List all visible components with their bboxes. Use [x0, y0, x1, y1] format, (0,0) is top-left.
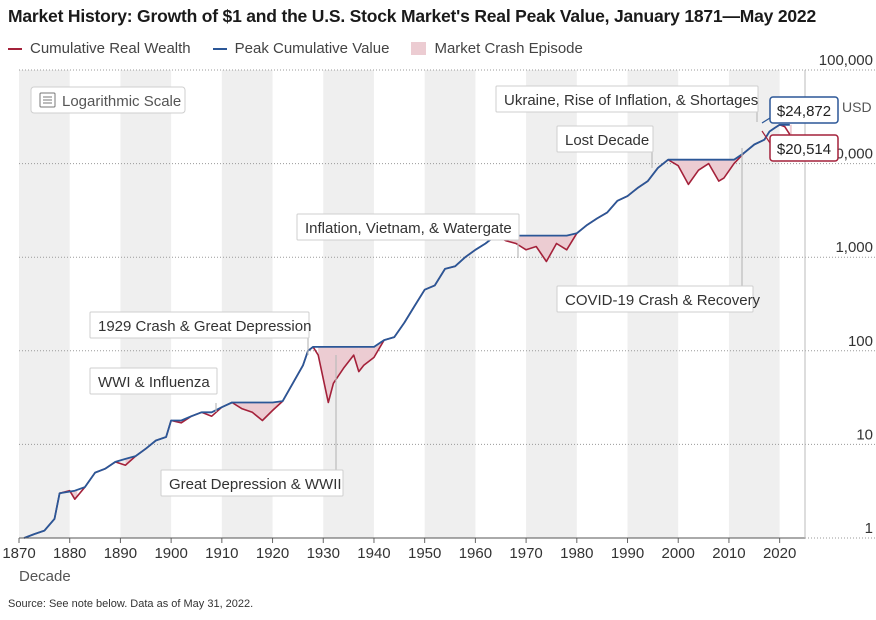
x-tick-label: 1890 — [104, 545, 137, 562]
annotation-box — [556, 125, 654, 153]
x-tick-label: 1990 — [611, 545, 644, 562]
legend-swatch-pink-box — [411, 42, 427, 55]
y-tick-label: 100 — [848, 333, 873, 350]
annotation-box — [89, 367, 218, 395]
x-tick-label: 1920 — [256, 545, 289, 562]
annotation-label: WWI & Influenza — [98, 374, 210, 391]
x-tick-label: 1870 — [2, 545, 35, 562]
x-tick-label: 1960 — [459, 545, 492, 562]
decade-band — [424, 70, 476, 538]
legend-label: Market Crash Episode — [434, 40, 583, 57]
end-label-box — [769, 134, 839, 162]
annotation-box — [556, 285, 754, 313]
annotation-label: 1929 Crash & Great Depression — [98, 318, 311, 335]
x-tick-label: 1950 — [408, 545, 441, 562]
x-tick-label: 1910 — [205, 545, 238, 562]
annotation-box — [296, 213, 520, 241]
end-value-labels: $24,872 $20,514 — [761, 96, 839, 162]
x-tick-label: 1980 — [560, 545, 593, 562]
crash-episode-area — [789, 124, 792, 135]
annotation-box — [495, 85, 759, 113]
x-tick-label: 1880 — [53, 545, 86, 562]
legend-item-market-crash-episode: Market Crash Episode — [411, 40, 583, 57]
legend-label: Peak Cumulative Value — [234, 40, 390, 57]
x-axis-ticks: 1870 1880 1890 1900 1910 1920 1930 1940 1950 1960… — [2, 70, 806, 562]
annotation-label: Ukraine, Rise of Inflation, & Shortages — [504, 92, 758, 109]
y-tick-label: 1 — [865, 520, 873, 537]
x-tick-label: 1900 — [154, 545, 187, 562]
x-tick-label: 2020 — [763, 545, 796, 562]
logarithmic-scale-label: Logarithmic Scale — [62, 93, 181, 110]
annotation-box — [160, 469, 344, 497]
annotation-label: COVID-19 Crash & Recovery — [565, 292, 761, 309]
x-tick-label: 1930 — [307, 545, 340, 562]
legend: Cumulative Real Wealth Peak Cumulative V… — [8, 40, 605, 57]
chart-title: Market History: Growth of $1 and the U.S… — [8, 6, 816, 26]
x-tick-label: 2000 — [662, 545, 695, 562]
legend-item-peak-cumulative-value: Peak Cumulative Value — [212, 40, 390, 57]
annotations: WWI & Influenza 1929 Crash & Great Depres… — [89, 85, 761, 497]
x-axis-label: Decade — [19, 568, 71, 585]
source-note: Source: See note below. Data as of May 3… — [8, 598, 254, 610]
y-tick-label: 10 — [856, 426, 873, 443]
series-lines — [23, 123, 791, 539]
annotation-label: Great Depression & WWII — [169, 476, 342, 493]
decade-band — [221, 70, 273, 538]
decade-band — [19, 70, 70, 538]
end-label-pointer-red — [761, 130, 771, 144]
y-tick-label: 1,000 — [835, 239, 873, 256]
end-label-pointer-blue — [761, 117, 771, 124]
x-tick-label: 1940 — [357, 545, 390, 562]
logarithmic-scale-badge: Logarithmic Scale — [30, 86, 186, 114]
peak-cumulative-value-line — [23, 123, 790, 539]
decade-band — [323, 70, 374, 538]
crash-episode-area — [318, 346, 359, 400]
x-tick-label: 2010 — [712, 545, 745, 562]
end-label-value: $24,872 — [777, 103, 831, 120]
legend-item-cumulative-real-wealth: Cumulative Real Wealth — [8, 40, 191, 57]
annotation-box — [89, 311, 310, 339]
list-icon — [39, 92, 56, 108]
legend-swatch-red-line — [8, 47, 22, 50]
y-axis-unit: USD — [842, 99, 872, 115]
legend-swatch-blue-line — [212, 47, 227, 50]
annotation-label: Inflation, Vietnam, & Watergate — [305, 220, 512, 237]
crash-episode-area — [505, 233, 577, 261]
annotation-label: Lost Decade — [565, 132, 649, 149]
end-label-box — [769, 96, 839, 124]
decade-band — [120, 70, 172, 538]
annotation-connectors — [215, 112, 758, 470]
end-label-value: $20,514 — [777, 141, 831, 158]
y-tick-label: 100,000 — [819, 52, 873, 69]
legend-label: Cumulative Real Wealth — [30, 40, 191, 57]
x-tick-label: 1970 — [509, 545, 542, 562]
